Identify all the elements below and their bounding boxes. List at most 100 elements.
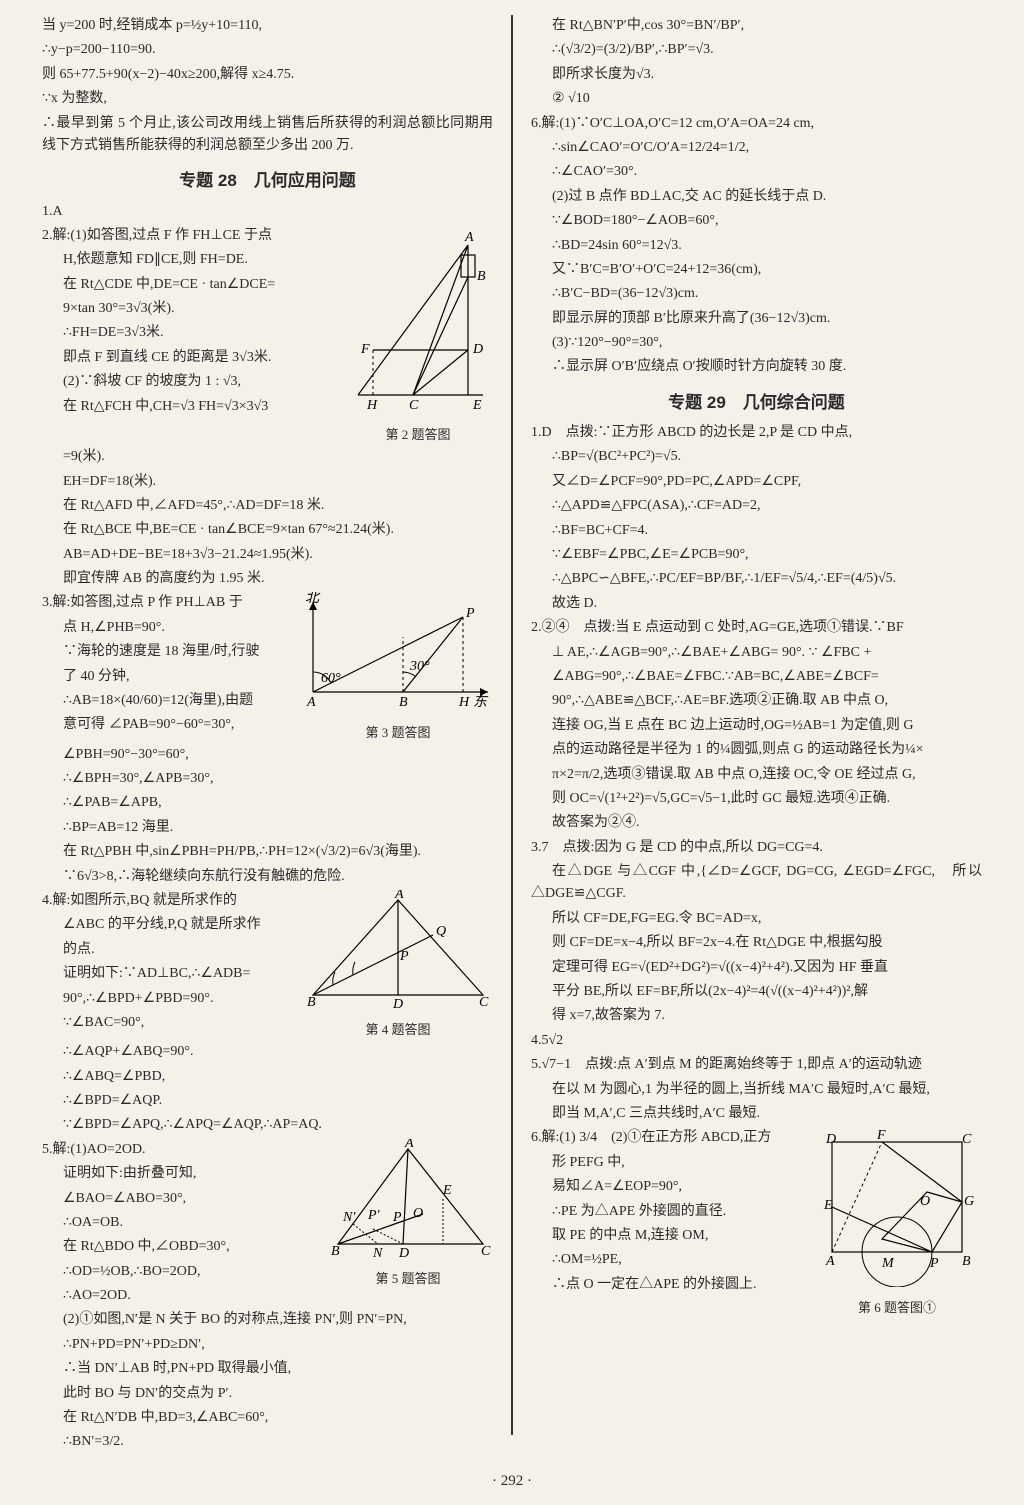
svg-text:N: N <box>372 1246 383 1259</box>
figure-5: A B C D N N′ P′ P O E 第 5 题答图 <box>323 1139 493 1290</box>
text-line: ∴B′C−BD=(36−12√3)cm. <box>531 283 982 305</box>
text-line: 在 Rt△BCE 中,BE=CE · tan∠BCE=9×tan 67°≈21.… <box>42 519 493 541</box>
text-line: 2.解:(1)如答图,过点 F 作 FH⊥CE 于点 <box>42 225 335 247</box>
text-line: ∴PN+PD=PN′+PD≥DN′, <box>42 1334 493 1356</box>
text-line: ∴最早到第 5 个月止,该公司改用线上销售后所获得的利润总额比同期用线下方式销售… <box>42 113 493 158</box>
text-line: ∴BP=√(BC²+PC²)=√5. <box>531 446 982 468</box>
svg-text:C: C <box>481 1244 491 1259</box>
svg-text:P: P <box>465 606 475 621</box>
q6-block: 6.解:(1) 3/4 (2)①在正方形 ABCD,正方 形 PEFG 中, 易… <box>531 1127 982 1318</box>
text-line: ∴y−p=200−110=90. <box>42 39 493 61</box>
svg-text:N′: N′ <box>342 1210 356 1225</box>
text-line: 在 Rt△BDO 中,∠OBD=30°, <box>42 1236 315 1258</box>
svg-text:A: A <box>306 695 316 710</box>
text-line: (2)∵斜坡 CF 的坡度为 1 : √3, <box>42 371 335 393</box>
text-line: 当 y=200 时,经销成本 p=½y+10=110, <box>42 15 493 37</box>
svg-text:C: C <box>479 995 489 1010</box>
text-line: 即显示屏的顶部 B′比原来升高了(36−12√3)cm. <box>531 308 982 330</box>
text-line: 3.7 点拨:因为 G 是 CD 的中点,所以 DG=CG=4. <box>531 837 982 859</box>
text-line: ∴∠BPH=30°,∠APB=30°, <box>42 768 493 790</box>
text-line: 在 Rt△PBH 中,sin∠PBH=PH/PB,∴PH=12×(√3/2)=6… <box>42 841 493 863</box>
text-line: 定理可得 EG=√(ED²+DG²)=√((x−4)²+4²).又因为 HF 垂… <box>531 957 982 979</box>
text-line: 得 x=7,故答案为 7. <box>531 1005 982 1027</box>
text-line: ∴∠AQP+∠ABQ=90°. <box>42 1041 493 1063</box>
text-line: ∴∠BPD=∠AQP. <box>42 1090 493 1112</box>
text-line: ∵∠BOD=180°−∠AOB=60°, <box>531 210 982 232</box>
svg-text:H: H <box>366 398 378 413</box>
figure-4-caption: 第 4 题答图 <box>303 1020 493 1041</box>
text-line: (2)过 B 点作 BD⊥AC,交 AC 的延长线于点 D. <box>531 186 982 208</box>
figure-5-svg: A B C D N N′ P′ P O E <box>323 1139 493 1259</box>
text-line: 取 PE 的中点 M,连接 OM, <box>531 1225 804 1247</box>
figure-4-svg: A B C D P Q <box>303 890 493 1010</box>
figure-3-svg: 60° 30° P A B H 北 东 <box>303 592 493 712</box>
text-line: 连接 OG,当 E 点在 BC 边上运动时,OG=½AB=1 为定值,则 G <box>531 715 982 737</box>
figure-3-caption: 第 3 题答图 <box>303 723 493 744</box>
svg-text:B: B <box>331 1244 340 1259</box>
text-line: π×2=π/2,选项③错误.取 AB 中点 O,连接 OC,令 OE 经过点 G… <box>531 764 982 786</box>
text-line: =9(米). <box>42 446 493 468</box>
text-line: 4.解:如图所示,BQ 就是所求作的 <box>42 890 295 912</box>
text-line: 的点. <box>42 939 295 961</box>
text-line: 所以 CF=DE,FG=EG.令 BC=AD=x, <box>531 908 982 930</box>
text-line: 点 H,∠PHB=90°. <box>42 617 295 639</box>
figure-5-caption: 第 5 题答图 <box>323 1269 493 1290</box>
svg-text:O: O <box>413 1206 423 1221</box>
text-line: 9×tan 30°=3√3(米). <box>42 298 335 320</box>
text-line: 意可得 ∠PAB=90°−60°=30°, <box>42 714 295 736</box>
svg-text:M: M <box>881 1256 895 1271</box>
text-line: ∴PE 为△APE 外接圆的直径. <box>531 1201 804 1223</box>
text-line: 1.D 点拨:∵正方形 ABCD 的边长是 2,P 是 CD 中点, <box>531 422 982 444</box>
text-line: 4.5√2 <box>531 1030 982 1052</box>
text-line: 故选 D. <box>531 593 982 615</box>
text-line: 又∠D=∠PCF=90°,PD=PC,∠APD=∠CPF, <box>531 471 982 493</box>
svg-text:E: E <box>472 398 482 413</box>
svg-text:E: E <box>823 1198 833 1213</box>
text-line: 证明如下:由折叠可知, <box>42 1163 315 1185</box>
text-line: ∴OD=½OB,∴BO=2OD, <box>42 1261 315 1283</box>
svg-text:G: G <box>964 1194 974 1209</box>
text-line: EH=DF=18(米). <box>42 471 493 493</box>
svg-text:Q: Q <box>436 924 446 939</box>
svg-text:P: P <box>929 1256 939 1271</box>
left-column: 当 y=200 时,经销成本 p=½y+10=110, ∴y−p=200−110… <box>30 15 511 1435</box>
text-line: 了 40 分钟, <box>42 666 295 688</box>
svg-text:B: B <box>477 269 486 284</box>
text-line: 又∵B′C=B′O′+O′C=24+12=36(cm), <box>531 259 982 281</box>
svg-text:H: H <box>458 695 470 710</box>
text-line: AB=AD+DE−BE=18+3√3−21.24≈1.95(米). <box>42 544 493 566</box>
text-line: ∵海轮的速度是 18 海里/时,行驶 <box>42 641 295 663</box>
answer-1: 1.A <box>42 201 493 223</box>
svg-text:A: A <box>404 1139 414 1151</box>
svg-text:A: A <box>464 230 474 245</box>
text-line: ∴△BPC∽△BFE,∴PC/EF=BP/BF,∴1/EF=√5/4,∴EF=(… <box>531 568 982 590</box>
svg-text:B: B <box>962 1254 971 1269</box>
text-line: ∴BN′=3/2. <box>42 1431 493 1453</box>
figure-3: 60° 30° P A B H 北 东 第 3 题答图 <box>303 592 493 743</box>
text-line: ∴AB=18×(40/60)=12(海里),由题 <box>42 690 295 712</box>
text-line: H,依题意知 FD∥CE,则 FH=DE. <box>42 249 335 271</box>
text-line: 6.解:(1)∵O′C⊥OA,O′C=12 cm,O′A=OA=24 cm, <box>531 113 982 135</box>
text-line: 在△DGE 与△CGF 中,{∠D=∠GCF, DG=CG, ∠EGD=∠FGC… <box>531 861 982 906</box>
text-line: 2.②④ 点拨:当 E 点运动到 C 处时,AG=GE,选项①错误.∵BF <box>531 617 982 639</box>
q5-block: 5.解:(1)AO=2OD. 证明如下:由折叠可知, ∠BAO=∠ABO=30°… <box>42 1139 493 1310</box>
text-line: 90°,∴△ABE≌△BCF,∴AE=BF.选项②正确.取 AB 中点 O, <box>531 690 982 712</box>
text-line: 即点 F 到直线 CE 的距离是 3√3米. <box>42 347 335 369</box>
text-line: 易知∠A=∠EOP=90°, <box>531 1176 804 1198</box>
text-line: ∴AO=2OD. <box>42 1285 315 1307</box>
text-line: 在 Rt△N′DB 中,BD=3,∠ABC=60°, <box>42 1407 493 1429</box>
text-line: 则 OC=√(1²+2²)=√5,GC=√5−1,此时 GC 最短.选项④正确. <box>531 788 982 810</box>
text-line: ∵x 为整数, <box>42 88 493 110</box>
right-column: 在 Rt△BN′P′中,cos 30°=BN′/BP′, ∴(√3/2)=(3/… <box>513 15 994 1435</box>
text-line: ∴BP=AB=12 海里. <box>42 817 493 839</box>
text-line: ∠PBH=90°−30°=60°, <box>42 744 493 766</box>
text-line: ∴当 DN′⊥AB 时,PN+PD 取得最小值, <box>42 1358 493 1380</box>
text-line: (3)∵120°−90°=30°, <box>531 332 982 354</box>
text-line: 故答案为②④. <box>531 812 982 834</box>
figure-2-caption: 第 2 题答图 <box>343 425 493 446</box>
svg-text:P′: P′ <box>367 1208 381 1223</box>
text-line: ∴FH=DE=3√3米. <box>42 322 335 344</box>
text-line: ∴OM=½PE, <box>531 1249 804 1271</box>
text-line: 即宜传牌 AB 的高度约为 1.95 米. <box>42 568 493 590</box>
text-line: ∴BD=24sin 60°=12√3. <box>531 235 982 257</box>
